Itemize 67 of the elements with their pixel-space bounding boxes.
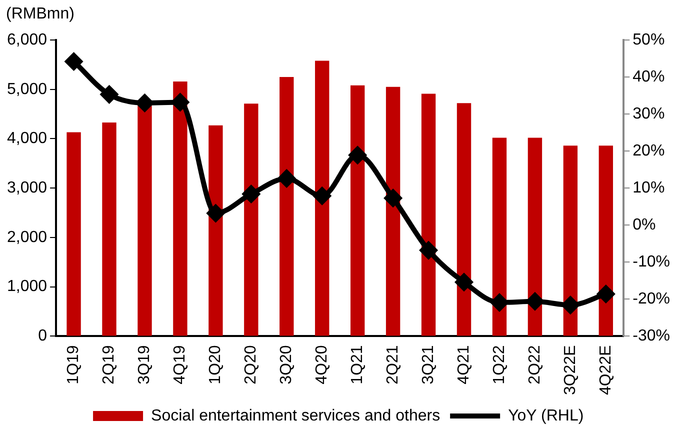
y2-tick-label: -10% [632, 254, 670, 271]
point [278, 170, 296, 187]
y-tick-label: 2,000 [6, 228, 48, 246]
y2-tick-label: -20% [632, 290, 670, 308]
y2-tick-label: -30% [632, 328, 670, 345]
bar [315, 60, 330, 336]
y2-tick-label: 0% [632, 216, 656, 234]
y-tick-label: 6,000 [6, 31, 48, 48]
x-tick-label: 3Q20 [278, 345, 296, 384]
point [384, 190, 402, 207]
x-tick-label: 3Q19 [136, 345, 154, 384]
x-tick-label: 4Q19 [172, 345, 189, 384]
point [100, 86, 118, 103]
y-tick-label: 1,000 [6, 278, 48, 296]
point [597, 285, 614, 302]
point [562, 296, 579, 314]
bar [598, 146, 614, 336]
point [136, 94, 154, 112]
y2-tick-label: 30% [632, 105, 665, 122]
y-tick-label: 5,000 [6, 80, 48, 98]
bar [244, 104, 258, 336]
y-axis-title: (RMBmn) [6, 5, 74, 22]
x-tick-label: 1Q21 [348, 345, 366, 384]
y-tick-label: 4,000 [6, 130, 48, 148]
x-tick-label: 4Q21 [455, 345, 472, 384]
point [65, 52, 82, 70]
legend-label: YoY (RHL) [508, 407, 584, 424]
point [420, 242, 438, 259]
x-tick-label: 2Q22 [526, 345, 544, 384]
bar [456, 103, 472, 336]
x-tick-label: 2Q21 [384, 345, 402, 384]
x-tick-label: 2Q19 [100, 345, 118, 384]
bar [102, 122, 116, 336]
bar [386, 86, 400, 336]
bar [208, 125, 223, 336]
y2-tick-label: 50% [632, 31, 665, 48]
x-tick-label: 1Q19 [65, 345, 82, 384]
x-tick-label: 4Q22E [597, 345, 614, 395]
x-tick-label: 2Q20 [242, 345, 260, 384]
y-tick-label: 3,000 [6, 180, 48, 196]
x-tick-label: 3Q22E [562, 345, 579, 395]
y2-tick-label: 40% [632, 68, 665, 86]
bar [492, 138, 507, 336]
x-tick-label: 1Q22 [490, 345, 508, 384]
bar [280, 77, 294, 336]
bar [66, 132, 81, 336]
point [456, 274, 473, 291]
x-tick-label: 1Q20 [207, 345, 224, 384]
point [314, 187, 331, 204]
point [207, 204, 224, 222]
bar [563, 146, 578, 336]
legend-label: Social entertainment services and others [151, 407, 440, 424]
bar [138, 106, 152, 336]
point [526, 292, 544, 310]
point [242, 186, 260, 203]
y-tick-label: 0 [38, 328, 48, 345]
point [172, 94, 189, 111]
y2-tick-label: 20% [632, 142, 665, 160]
point [349, 146, 366, 164]
point [490, 294, 508, 311]
bar [350, 85, 365, 336]
bar [421, 94, 436, 336]
x-tick-label: 4Q20 [314, 345, 331, 384]
x-tick-label: 3Q21 [420, 345, 437, 384]
bar [528, 138, 542, 336]
bar [173, 81, 188, 336]
y2-tick-label: 10% [632, 180, 665, 196]
